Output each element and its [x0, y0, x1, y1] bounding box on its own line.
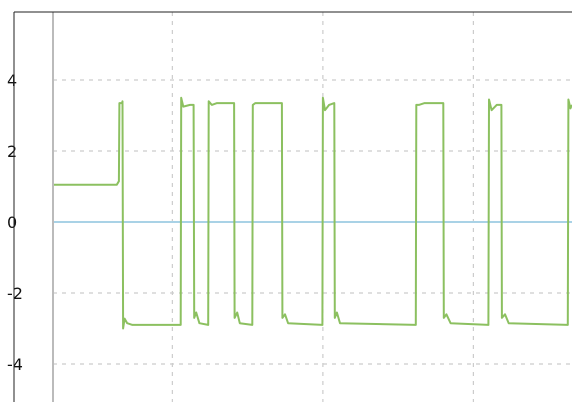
grid-layer	[53, 12, 572, 402]
y-tick-label: -2	[7, 284, 23, 303]
y-tick-label: -4	[7, 355, 23, 374]
y-tick-labels: 4 2 0 -2 -4	[7, 71, 23, 374]
y-tick-label: 2	[7, 142, 17, 161]
y-tick-label: 0	[7, 213, 17, 232]
trace-layer	[53, 96, 572, 330]
y-tick-label: 4	[7, 71, 17, 90]
signal-trace	[53, 96, 572, 330]
